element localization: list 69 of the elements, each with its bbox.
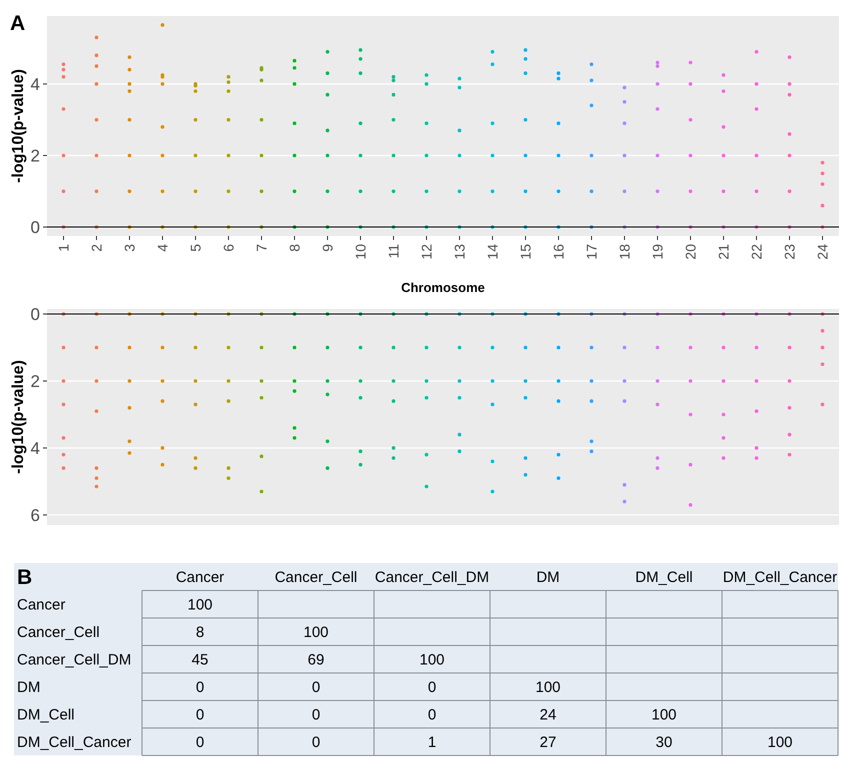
data-label: 0 xyxy=(312,734,320,751)
x-tick-label: 17 xyxy=(583,244,600,260)
data-label: 69 xyxy=(308,652,324,668)
x-tick-label: DM_Cell_Cancer xyxy=(722,569,838,586)
y-tick-label: DM_Cell xyxy=(17,706,75,724)
x-tick-label: DM_Cell xyxy=(635,569,693,586)
y-tick-label: 2 xyxy=(30,372,40,391)
data-label: 100 xyxy=(187,596,213,614)
x-tick-label: 3 xyxy=(121,244,138,252)
y-tick-label: 0 xyxy=(30,304,40,324)
y-axis-title: -log10(p-value) xyxy=(10,69,27,183)
y-tick-label: Cancer_Cell xyxy=(17,624,100,641)
y-tick-label: 0 xyxy=(30,218,40,238)
x-tick-label: 24 xyxy=(814,244,830,260)
x-tick-label: 21 xyxy=(715,244,732,260)
x-tick-label: 19 xyxy=(649,244,666,260)
x-tick-label: 10 xyxy=(352,244,368,260)
x-tick-label: 16 xyxy=(550,244,566,260)
x-axis-title: Chromosome xyxy=(401,280,485,295)
y-tick-label: DM_Cell_Cancer xyxy=(17,734,132,751)
x-tick-label: Cancer_Cell_DM xyxy=(374,569,490,586)
data-label: 0 xyxy=(312,706,320,724)
x-tick-label: 23 xyxy=(781,244,798,260)
data-label: 100 xyxy=(419,652,445,668)
x-tick-label: 22 xyxy=(748,244,764,260)
x-tick-label: 15 xyxy=(517,244,534,260)
x-tick-label: 12 xyxy=(418,244,434,260)
y-tick-label: 6 xyxy=(30,506,40,525)
x-tick-label: 9 xyxy=(319,244,336,252)
chart-title: B xyxy=(17,566,32,590)
chart-title: A xyxy=(10,12,26,35)
data-label: 1 xyxy=(428,734,436,751)
x-tick-label: 14 xyxy=(484,244,500,260)
data-label: 100 xyxy=(767,734,793,751)
y-axis-title: -log10(p-value) xyxy=(10,360,27,474)
x-tick-label: 18 xyxy=(616,244,632,260)
x-tick-label: 8 xyxy=(286,244,302,252)
x-tick-label: 1 xyxy=(55,244,72,252)
x-tick-label: 20 xyxy=(682,244,698,260)
data-label: 0 xyxy=(196,734,204,751)
data-label: 100 xyxy=(651,706,677,724)
data-label: 0 xyxy=(428,679,436,696)
y-tick-label: 4 xyxy=(30,438,40,458)
x-tick-label: 7 xyxy=(253,244,270,252)
x-tick-label: 5 xyxy=(187,244,204,252)
x-tick-label: 13 xyxy=(451,244,468,260)
x-tick-label: DM xyxy=(536,569,560,586)
data-label: 100 xyxy=(535,679,561,696)
y-tick-label: 2 xyxy=(30,146,40,166)
x-tick-label: 4 xyxy=(154,244,170,252)
data-label: 0 xyxy=(312,679,320,696)
y-tick-label: 4 xyxy=(30,74,40,94)
data-label: 0 xyxy=(196,706,204,724)
data-label: 0 xyxy=(196,679,204,696)
x-tick-label: 2 xyxy=(88,244,104,252)
x-tick-label: Cancer_Cell xyxy=(274,569,358,586)
y-tick-label: Cancer_Cell_DM xyxy=(17,652,132,668)
x-tick-label: Cancer xyxy=(176,569,224,586)
data-label: 8 xyxy=(196,624,204,641)
x-tick-label: 11 xyxy=(385,244,402,259)
data-label: 24 xyxy=(540,706,556,724)
data-label: 27 xyxy=(540,734,556,751)
data-label: 100 xyxy=(303,624,329,641)
y-tick-label: Cancer xyxy=(17,596,66,614)
y-tick-label: DM xyxy=(17,679,40,696)
data-label: 0 xyxy=(428,706,436,724)
data-label: 30 xyxy=(656,734,672,751)
data-label: 45 xyxy=(192,652,208,668)
x-tick-label: 6 xyxy=(220,244,236,252)
